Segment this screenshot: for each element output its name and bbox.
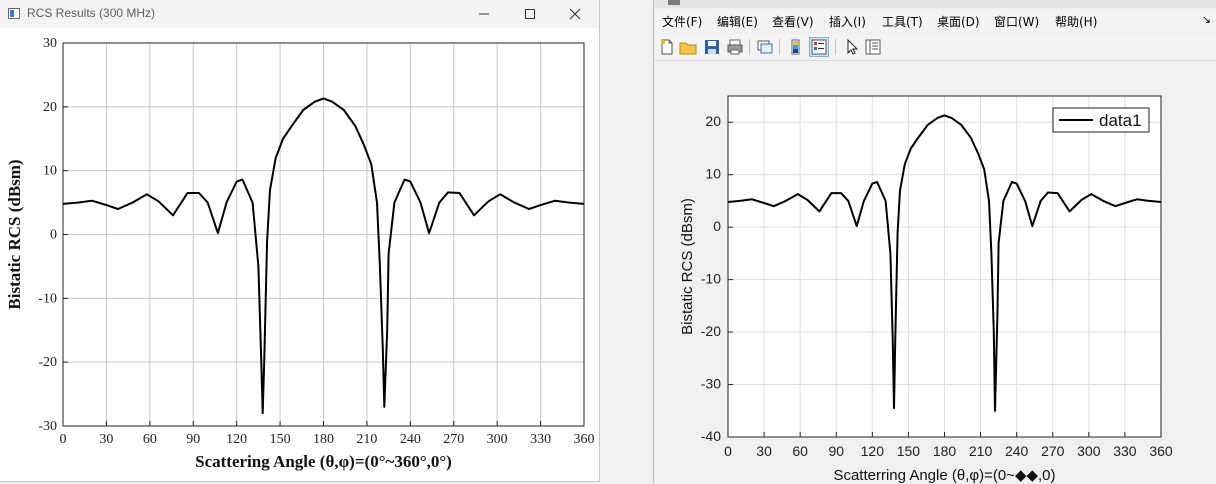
y-tick-label: 0	[713, 218, 721, 234]
x-tick-label: 240	[1005, 443, 1029, 459]
rcs-plot-left[interactable]: 0 30 60 90 120 150 180 210 240 270 300 330 360 30 20 10…	[0, 28, 599, 481]
x-tick-label: 180	[313, 432, 334, 447]
y-tick-label: 20	[705, 113, 721, 129]
y-tick-label: -40	[701, 428, 721, 444]
legend-label: data1	[1099, 111, 1142, 130]
close-icon	[569, 8, 581, 20]
property-inspector-icon[interactable]	[864, 38, 882, 56]
menu-edit[interactable]: 编辑(E)	[717, 15, 758, 29]
x-tick-label: 180	[933, 443, 957, 459]
save-icon[interactable]	[703, 38, 721, 56]
x-tick-label: 300	[487, 432, 508, 447]
x-tick-label: 90	[828, 443, 844, 459]
minimize-icon	[479, 13, 489, 15]
menu-desktop[interactable]: 桌面(D)	[937, 15, 980, 29]
pointer-icon[interactable]	[843, 38, 861, 56]
y-tick-label: -20	[701, 323, 721, 339]
x-axis-label: Scattering Angle (θ,φ)=(0°~360°,0°)	[195, 452, 452, 471]
y-tick-label: -30	[701, 376, 721, 392]
y-tick-label: -10	[701, 271, 721, 287]
x-tick-label: 0	[60, 432, 67, 447]
y-tick-label: -20	[38, 355, 57, 370]
legend: data1	[1052, 107, 1150, 133]
title-bar-edge	[654, 0, 1216, 8]
y-tick-label: 20	[43, 100, 57, 115]
app-icon	[8, 8, 20, 19]
rcs-results-window: RCS Results (300 MHz) 0 30 60 90 120 150 180 21…	[0, 0, 600, 482]
x-tick-label: 300	[1077, 443, 1101, 459]
figure-window: 文件(F) 编辑(E) 查看(V) 插入(I) 工具(T) 桌面(D) 窗口(W…	[653, 0, 1216, 484]
rcs-plot-right[interactable]: 0 30 60 90 120 150 180 210 240 270 300 330 36020100-…	[654, 62, 1216, 484]
series-line	[727, 114, 1162, 412]
close-button[interactable]	[553, 0, 598, 28]
y-axis-label: Bistatic RCS (dBsm)	[679, 198, 696, 335]
menu-bar: 文件(F) 编辑(E) 查看(V) 插入(I) 工具(T) 桌面(D) 窗口(W…	[654, 10, 1216, 32]
x-tick-label: 60	[792, 443, 808, 459]
x-tick-label: 60	[143, 432, 157, 447]
maximize-button[interactable]	[508, 0, 553, 28]
x-tick-label: 270	[1041, 443, 1065, 459]
x-tick-label: 150	[270, 432, 291, 447]
menu-tools[interactable]: 工具(T)	[882, 15, 923, 29]
x-tick-label: 240	[400, 432, 421, 447]
menu-overflow-icon[interactable]: ↘	[1201, 13, 1211, 26]
menu-window[interactable]: 窗口(W)	[994, 15, 1040, 29]
x-tick-label: 30	[99, 432, 113, 447]
window-icon	[668, 0, 680, 5]
x-tick-label: 330	[530, 432, 551, 447]
menu-view[interactable]: 查看(V)	[772, 15, 814, 29]
toolbar	[654, 34, 1216, 61]
new-file-icon[interactable]	[658, 38, 676, 56]
x-tick-label: 360	[1149, 443, 1173, 459]
series-line	[62, 97, 585, 415]
minimize-button[interactable]	[462, 0, 507, 28]
toolbar-separator	[835, 39, 836, 55]
menu-insert[interactable]: 插入(I)	[829, 15, 866, 29]
open-folder-icon[interactable]	[679, 38, 697, 56]
toolbar-separator	[779, 39, 780, 55]
x-tick-label: 360	[574, 432, 595, 447]
print-icon[interactable]	[726, 38, 744, 56]
x-tick-label: 30	[756, 443, 772, 459]
y-tick-label: 30	[43, 36, 57, 51]
maximize-icon	[525, 9, 535, 19]
x-tick-label: 90	[186, 432, 200, 447]
y-tick-label: -30	[38, 419, 57, 434]
menu-file[interactable]: 文件(F)	[662, 15, 703, 29]
x-tick-label: 270	[443, 432, 464, 447]
y-tick-label: 10	[43, 164, 57, 179]
window-title: RCS Results (300 MHz)	[27, 6, 156, 20]
x-tick-label: 120	[861, 443, 885, 459]
x-tick-label: 210	[969, 443, 993, 459]
x-axis-label: Scatterring Angle (θ,φ)=(0~◆◆,0)	[833, 467, 1055, 484]
axes-box	[62, 42, 585, 427]
toolbar-separator	[749, 39, 750, 55]
x-tick-label: 150	[897, 443, 921, 459]
y-tick-label: 0	[50, 228, 57, 243]
link-plot-icon[interactable]	[756, 38, 774, 56]
y-tick-label: -10	[38, 291, 57, 306]
x-tick-label: 330	[1113, 443, 1137, 459]
x-tick-label: 210	[356, 432, 377, 447]
colorbar-icon[interactable]	[787, 38, 805, 56]
y-tick-label: 10	[705, 166, 721, 182]
menu-help[interactable]: 帮助(H)	[1055, 15, 1098, 29]
title-bar[interactable]: RCS Results (300 MHz)	[0, 0, 599, 28]
x-tick-label: 120	[226, 432, 247, 447]
x-tick-label: 0	[724, 443, 732, 459]
legend-icon[interactable]	[809, 37, 829, 57]
axes-box	[727, 95, 1162, 438]
y-axis-label: Bistatic RCS (dBsm)	[5, 159, 24, 309]
